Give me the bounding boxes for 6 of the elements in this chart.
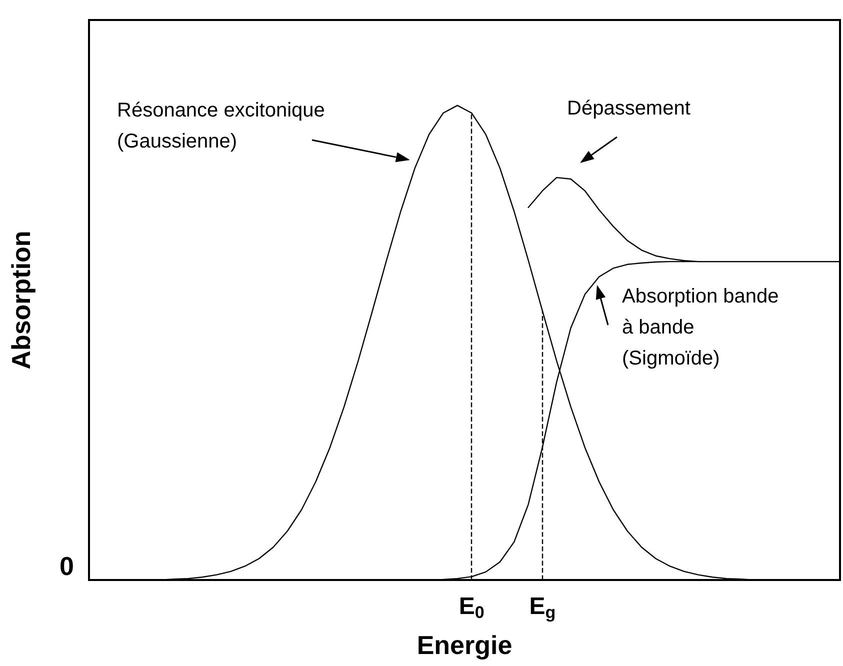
annotation: Absorption bande à bande (Sigmoïde) [622, 286, 779, 370]
text: 0 [60, 551, 74, 581]
annotation: Résonance excitonique (Gaussienne) [117, 100, 325, 152]
y-axis-title: Absorption [6, 230, 36, 370]
annotation: Dépassement [567, 98, 691, 120]
x-axis-title: Energie [416, 630, 512, 660]
